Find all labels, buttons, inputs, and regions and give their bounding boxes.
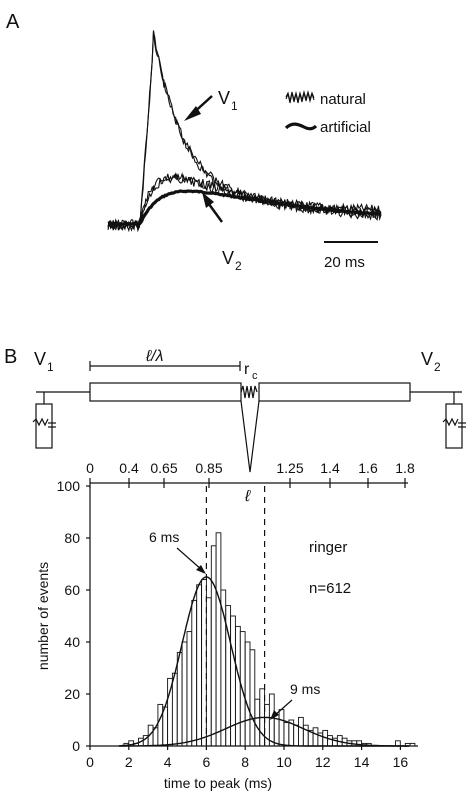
peak1-arrowhead <box>196 565 206 574</box>
cable-schematic: V 1 V 2 ℓ/λ r c <box>32 348 466 473</box>
length-label: ℓ/λ <box>145 348 164 365</box>
rc-label: r <box>244 361 250 378</box>
peak1-arrow <box>176 547 203 571</box>
histogram-bar-26 <box>249 649 256 747</box>
histogram-bar-15 <box>196 584 202 747</box>
x-tick-label-2: 2 <box>125 754 133 770</box>
y-tick-label-0: 0 <box>72 738 80 754</box>
x-tick-label-0: 0 <box>86 754 94 770</box>
y-tick-label-40: 40 <box>64 634 80 650</box>
histogram-bar-8 <box>162 706 169 747</box>
x-axis-label: time to peak (ms) <box>164 775 272 791</box>
coupling-pointer <box>240 400 260 473</box>
top-tick-label-2: 0.65 <box>150 460 177 476</box>
panel-a-traces <box>107 30 382 233</box>
legend-natural-label: natural <box>320 91 366 108</box>
schematic-v2: V <box>421 349 433 369</box>
histogram-bar-32 <box>278 709 285 747</box>
cable-left <box>89 382 242 402</box>
top-tick-label-6: 1.6 <box>358 460 378 476</box>
histogram-bars <box>123 532 416 747</box>
natural-trace-v2 <box>107 172 382 229</box>
top-tick-label-7: 1.8 <box>395 460 415 476</box>
v2-annotation-label: V <box>222 248 234 268</box>
histogram-bar-39 <box>312 727 319 747</box>
panel-b-label: B <box>4 346 17 368</box>
top-tick-label-4: 1.25 <box>276 460 303 476</box>
top-tick-label-1: 0.4 <box>119 460 139 476</box>
rc-right-resistor <box>442 417 459 427</box>
natural-trace-v2-double <box>107 172 382 233</box>
histogram-bar-16 <box>201 579 207 747</box>
histogram-bar-27 <box>254 698 261 747</box>
scale-bar: 20 ms <box>324 241 378 271</box>
top-tick-label-3: 0.85 <box>195 460 222 476</box>
y-tick-label-80: 80 <box>64 530 80 546</box>
cable-right <box>258 382 411 402</box>
x-tick-label-8: 8 <box>241 754 249 770</box>
histogram-bar-36 <box>298 716 304 747</box>
n-label: n=612 <box>309 580 351 597</box>
histogram-bar-23 <box>235 625 241 747</box>
top-axis-label: ℓ <box>244 488 251 505</box>
legend-artificial-swatch <box>284 122 318 131</box>
v2-arrowhead <box>202 192 214 208</box>
top-axis: 0 0.4 0.65 0.85 1.25 1.4 1.6 1.8 ℓ <box>86 460 415 505</box>
panel-a-legend: natural artificial <box>284 89 371 136</box>
schematic-v1: V <box>34 349 46 369</box>
histogram-bar-13 <box>186 631 193 747</box>
v1-annotation-sub: 1 <box>231 99 238 113</box>
schematic-v2-sub: 2 <box>434 360 441 374</box>
legend-natural-swatch-double <box>285 89 315 103</box>
v2-annotation: V 2 <box>202 192 242 273</box>
x-tick-label-6: 6 <box>203 754 211 770</box>
histogram-bar-9 <box>167 677 173 747</box>
histogram-bar-19 <box>215 532 222 747</box>
x-tick-label-12: 12 <box>315 754 331 770</box>
top-tick-label-5: 1.4 <box>320 460 340 476</box>
histogram-bar-12 <box>181 641 188 747</box>
v1-annotation-label: V <box>218 88 230 108</box>
peak2-arrowhead <box>270 710 279 720</box>
y-tick-label-60: 60 <box>64 582 80 598</box>
v1-arrowhead <box>184 106 201 121</box>
histogram-bar-7 <box>157 703 164 747</box>
rc-circuit-right <box>445 403 463 449</box>
histogram-bar-11 <box>176 651 183 747</box>
peak2-label: 9 ms <box>290 681 320 697</box>
top-tick-label-0: 0 <box>86 460 94 476</box>
histogram: 0 20 40 60 80 100 0 2 4 6 8 10 12 14 16 number of eve… <box>35 478 418 791</box>
x-tick-label-14: 14 <box>354 754 370 770</box>
rc-sub: c <box>252 370 258 382</box>
x-tick-label-16: 16 <box>393 754 409 770</box>
rc-left-resistor <box>32 417 49 427</box>
y-tick-label-100: 100 <box>57 478 81 494</box>
histogram-bar-33 <box>283 722 290 747</box>
x-tick-label-4: 4 <box>164 754 172 770</box>
y-axis-label: number of events <box>35 562 51 670</box>
ringer-label: ringer <box>309 539 347 556</box>
rc-circuit-left <box>35 403 53 449</box>
histogram-bar-14 <box>191 599 198 747</box>
y-tick-label-20: 20 <box>64 686 80 702</box>
x-tick-label-10: 10 <box>276 754 292 770</box>
v1-annotation: V 1 <box>184 88 238 121</box>
histogram-bar-42 <box>327 735 333 747</box>
histogram-bar-10 <box>171 672 178 747</box>
scale-bar-label: 20 ms <box>324 254 365 271</box>
peak1-label: 6 ms <box>149 529 179 545</box>
panel-a-label: A <box>6 11 20 33</box>
histogram-bar-17 <box>205 597 212 747</box>
histogram-bar-18 <box>210 545 217 747</box>
v2-annotation-sub: 2 <box>235 259 242 273</box>
coupling-resistor <box>240 385 258 399</box>
schematic-v1-sub: 1 <box>47 360 54 374</box>
histogram-bar-30 <box>268 693 275 747</box>
legend-artificial-label: artificial <box>320 119 371 136</box>
histogram-bar-35 <box>293 724 299 747</box>
histogram-bar-25 <box>244 641 251 747</box>
